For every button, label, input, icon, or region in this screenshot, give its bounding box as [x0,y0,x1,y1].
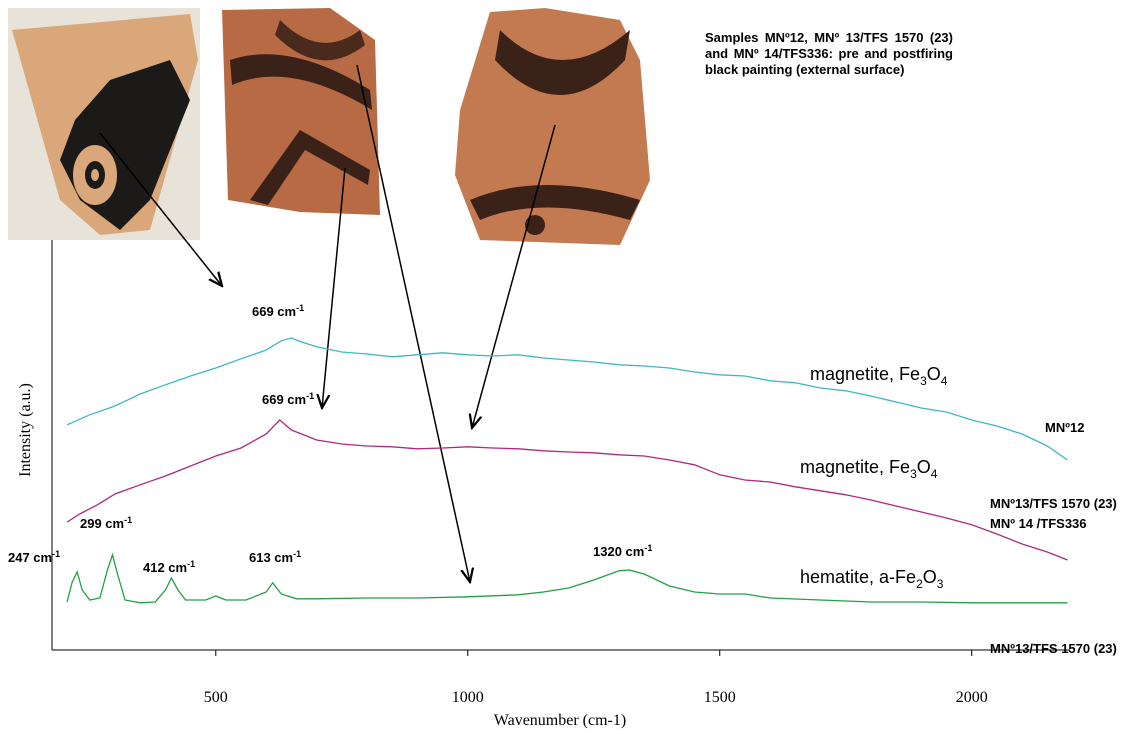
peak-label: 412 cm-1 [143,559,195,575]
series-label-part: magnetite, Fe [800,457,910,477]
arrow [99,132,222,286]
peak-label-sup: -1 [293,549,301,559]
series-label-part: 3 [937,577,944,591]
peak-label: 613 cm-1 [249,549,301,565]
spectrum-line [66,552,1068,604]
photo-sherd-2 [222,8,380,215]
peak-label-text: 247 cm [8,550,52,565]
peak-label: 247 cm-1 [8,549,60,565]
series-label-part: hematite, a-Fe [800,567,916,587]
series-label: magnetite, Fe3O4 [800,457,938,481]
series-label-part: 4 [941,374,948,388]
series-label-part: 3 [910,467,917,481]
arrow [322,167,346,408]
x-tick-label: 500 [204,689,228,706]
arrow [356,64,470,582]
series-label-part: magnetite, Fe [810,364,920,384]
peak-label-sup: -1 [124,515,132,525]
peak-label-text: 613 cm [249,550,293,565]
peak-label-sup: -1 [296,303,304,313]
series-label: hematite, a-Fe2O3 [800,567,944,591]
x-tick-label: 1500 [704,689,736,706]
peak-label-text: 669 cm [262,392,306,407]
series-label-part: O [923,567,937,587]
spectrum-line [66,419,1068,561]
sample-label: MNº12 [1045,420,1084,435]
arrows [99,64,556,582]
y-axis-title: Intensity (a.u.) [17,383,34,477]
peak-label-sup: -1 [187,559,195,569]
peak-label-text: 669 cm [252,304,296,319]
series-label-part: O [927,364,941,384]
photo-sherd-1 [8,8,200,240]
peak-label-text: 299 cm [80,516,124,531]
x-tick-label: 1000 [452,689,484,706]
peak-label-sup: -1 [52,549,60,559]
sample-note: Samples MNº12, MNº 13/TFS 1570 (23) and … [705,30,953,77]
peak-label-text: 1320 cm [593,544,644,559]
series-label: magnetite, Fe3O4 [810,364,948,388]
peak-label: 299 cm-1 [80,515,132,531]
spectrum-line [66,337,1068,461]
peak-label-sup: -1 [306,391,314,401]
peak-label: 1320 cm-1 [593,543,652,559]
arrow [472,124,556,428]
peak-label: 669 cm-1 [252,303,304,319]
peak-label-text: 412 cm [143,560,187,575]
series-label-part: 4 [931,467,938,481]
peak-label: 669 cm-1 [262,391,314,407]
sample-label: MNº 14 /TFS336 [990,516,1087,531]
series-label-part: O [917,457,931,477]
sample-label: MNº13/TFS 1570 (23) [990,496,1117,511]
series-label-part: 3 [920,374,927,388]
sample-label: MNº13/TFS 1570 (23) [990,641,1117,656]
x-axis-title: Wavenumber (cm-1) [494,712,626,729]
x-tick-label: 2000 [956,689,988,706]
peak-label-sup: -1 [644,543,652,553]
photo-sherd-3 [455,8,650,245]
series-label-part: 2 [916,577,923,591]
